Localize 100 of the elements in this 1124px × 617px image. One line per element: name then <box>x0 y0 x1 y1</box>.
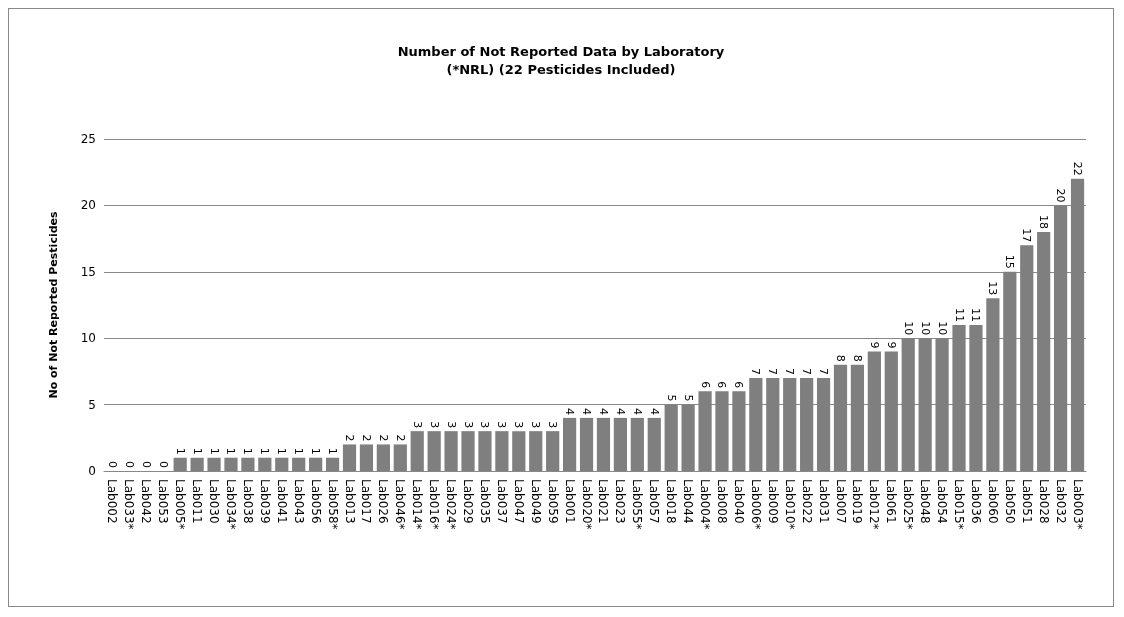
chart-title: Number of Not Reported Data by Laboratory (*NRL) (22 Pesticides Included) <box>397 43 725 77</box>
x-tick-label: Lab030 <box>207 479 222 524</box>
x-tick-label: Lab042 <box>139 479 154 524</box>
data-label: 0 <box>139 461 153 468</box>
data-label: 22 <box>1071 161 1085 176</box>
x-tick-label: Lab002 <box>105 479 120 524</box>
data-label: 1 <box>190 447 204 455</box>
x-tick-label: Lab001 <box>562 479 577 524</box>
x-tick-label: Lab046* <box>393 479 408 530</box>
data-label: 1 <box>258 447 272 455</box>
data-label: 11 <box>952 307 966 322</box>
x-tick-label: Lab047 <box>511 479 526 524</box>
data-label: 11 <box>969 307 983 322</box>
x-tick-label: Lab020* <box>579 479 594 530</box>
x-tick-label: Lab011 <box>190 479 205 524</box>
x-tick-label: Lab007 <box>833 479 848 524</box>
data-label: 0 <box>156 461 170 468</box>
x-tick-label: Lab025* <box>901 479 916 530</box>
y-tick-label: 0 <box>88 464 96 478</box>
data-label: 20 <box>1054 188 1068 203</box>
x-tick-label: Lab031 <box>816 479 831 524</box>
data-label: 3 <box>529 421 543 429</box>
data-label: 4 <box>630 407 644 415</box>
data-label: 2 <box>359 434 373 442</box>
data-label: 3 <box>478 421 492 429</box>
data-label: 3 <box>512 421 526 429</box>
data-label: 2 <box>343 434 356 442</box>
x-tick-label: Lab038 <box>240 479 255 524</box>
data-label: 10 <box>918 321 932 336</box>
x-tick-label: Lab043 <box>291 479 306 524</box>
data-label: 7 <box>783 368 797 376</box>
x-tick-label: Lab054 <box>935 479 950 524</box>
data-label: 13 <box>986 281 1000 296</box>
data-label: 1 <box>292 447 306 455</box>
x-tick-label: Lab013 <box>342 479 357 524</box>
x-tick-label: Lab016* <box>427 479 442 530</box>
x-tick-label: Lab049 <box>528 479 543 524</box>
data-label: 6 <box>715 381 729 389</box>
x-tick-label: Lab036 <box>968 479 983 524</box>
data-label: 7 <box>800 368 814 376</box>
data-label: 3 <box>546 421 560 429</box>
x-tick-label: Lab041 <box>274 479 289 524</box>
data-label: 4 <box>563 407 577 415</box>
data-label: 1 <box>241 447 255 455</box>
data-label: 7 <box>766 368 780 376</box>
x-tick-label: Lab061 <box>884 479 899 524</box>
data-label: 9 <box>884 341 898 349</box>
data-label: 18 <box>1037 214 1051 229</box>
data-label: 8 <box>834 354 847 362</box>
x-tick-label: Lab024* <box>444 479 459 530</box>
x-tick-label: Lab009 <box>765 479 780 524</box>
data-label: 3 <box>461 421 475 429</box>
x-tick-label: Lab029 <box>461 479 476 524</box>
x-tick-label: Lab059 <box>545 479 560 524</box>
data-label: 1 <box>275 447 289 455</box>
x-tick-label: Lab034* <box>223 479 238 530</box>
x-tick-label: Lab018 <box>664 479 679 524</box>
x-tick-label: Lab035 <box>477 479 492 524</box>
data-label: 4 <box>580 407 594 415</box>
x-tick-label: Lab010* <box>782 479 797 530</box>
x-tick-label: Lab023 <box>613 479 628 524</box>
data-label: 10 <box>935 321 949 336</box>
x-tick-label: Lab005* <box>173 479 188 530</box>
y-tick-label: 25 <box>80 132 96 146</box>
data-label: 1 <box>224 447 238 455</box>
x-tick-label: Lab006* <box>748 479 763 530</box>
x-tick-label: Lab032 <box>1053 479 1068 524</box>
x-tick-label: Lab048 <box>918 479 933 524</box>
data-label: 2 <box>376 434 390 442</box>
data-label: 5 <box>664 394 678 402</box>
data-label: 5 <box>681 394 695 402</box>
data-label: 9 <box>867 341 881 349</box>
x-tick-label: Lab051 <box>1019 479 1034 524</box>
x-tick-label: Lab022 <box>799 479 814 524</box>
x-tick-label: Lab015* <box>952 479 967 530</box>
y-tick-label: 10 <box>80 331 96 346</box>
data-label: 1 <box>173 447 187 455</box>
data-label: 1 <box>326 447 340 455</box>
data-label: 0 <box>105 461 119 468</box>
data-label: 3 <box>495 421 509 429</box>
data-label: 2 <box>393 434 407 442</box>
x-tick-label: Lab017 <box>359 479 374 524</box>
x-tick-label: Lab044 <box>681 479 696 524</box>
data-label: 15 <box>1003 254 1017 269</box>
data-label: 4 <box>596 407 610 415</box>
x-tick-label: Lab033* <box>122 479 137 530</box>
x-tick-label: Lab039 <box>257 479 272 524</box>
data-label: 6 <box>732 381 746 389</box>
x-tick-label: Lab055* <box>630 479 645 530</box>
data-label: 8 <box>850 354 864 362</box>
data-label: 4 <box>613 407 627 415</box>
x-tick-label: Lab056 <box>308 479 323 524</box>
y-tick-label: 15 <box>80 264 96 279</box>
data-label: 17 <box>1020 228 1034 243</box>
x-tick-label: Lab003* <box>1070 479 1085 530</box>
data-label: 3 <box>427 421 441 429</box>
x-tick-label: Lab060 <box>985 479 1000 524</box>
x-tick-label: Lab021 <box>596 479 611 524</box>
x-tick-label: Lab053 <box>156 479 171 524</box>
data-label: 1 <box>309 447 323 455</box>
